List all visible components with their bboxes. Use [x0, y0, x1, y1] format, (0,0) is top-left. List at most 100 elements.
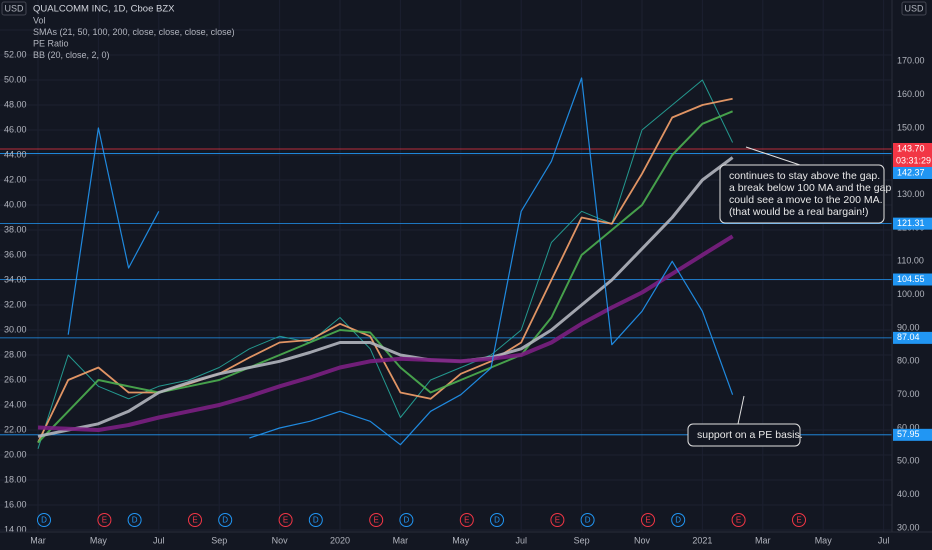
- x-tick-label: Mar: [393, 535, 409, 545]
- annotation-pointer: [737, 395, 745, 425]
- event-marker[interactable]: [490, 513, 504, 527]
- currency-box[interactable]: [901, 1, 927, 16]
- event-marker[interactable]: [459, 513, 474, 527]
- x-tick-label: 2020: [330, 535, 350, 545]
- y2-tick-label: 130.00: [897, 189, 925, 199]
- legend-line: Vol: [33, 15, 46, 25]
- x-tick-label: Jul: [515, 535, 527, 545]
- y-tick-label: 50.00: [4, 74, 27, 84]
- y-tick-label: 52.00: [4, 49, 27, 59]
- y2-tick-label: 110.00: [897, 256, 924, 266]
- event-marker[interactable]: [218, 513, 233, 527]
- event-label: D: [41, 516, 47, 525]
- event-marker[interactable]: [731, 513, 746, 527]
- event-label: E: [645, 516, 650, 525]
- y-tick-label: 18.00: [4, 474, 27, 484]
- price-label-box: [893, 428, 932, 441]
- event-label: E: [102, 516, 107, 525]
- countdown-box: [893, 155, 932, 167]
- price-label-box: [893, 331, 932, 344]
- currency-box[interactable]: [1, 1, 27, 16]
- event-label: E: [464, 516, 469, 525]
- series-line: [67, 77, 734, 446]
- countdown: 03:31:29: [896, 155, 931, 165]
- price-label-box: [893, 143, 932, 155]
- event-label: D: [675, 516, 681, 525]
- annotation-text: support on a PE basis.: [697, 429, 803, 441]
- overlay: Vol SMAs (21, 50, 100, 200, close, close,…: [4, 15, 932, 545]
- legend-line: PE Ratio: [33, 38, 69, 48]
- y2-tick-label: 70.00: [897, 389, 920, 399]
- price-label-box: [893, 217, 932, 230]
- event-marker[interactable]: [550, 513, 565, 527]
- series-line: [37, 156, 734, 438]
- event-marker[interactable]: [792, 513, 806, 527]
- y2-tick-label: 90.00: [897, 322, 920, 332]
- price-label: 87.04: [897, 332, 920, 342]
- y-tick-label: 20.00: [4, 449, 27, 459]
- y-tick-label: 38.00: [4, 224, 27, 234]
- event-marker[interactable]: [188, 513, 202, 527]
- y-tick-label: 44.00: [4, 149, 27, 159]
- event-marker[interactable]: [369, 513, 384, 527]
- event-label: D: [132, 516, 138, 525]
- y2-tick-label: 150.00: [897, 122, 925, 132]
- event-label: E: [283, 516, 288, 525]
- event-label: E: [555, 516, 560, 525]
- event-marker[interactable]: [671, 513, 686, 527]
- y-tick-label: 30.00: [4, 324, 27, 334]
- series-line: [37, 79, 734, 449]
- y-tick-label: 46.00: [4, 124, 27, 134]
- y-tick-label: 40.00: [4, 199, 27, 209]
- price-label: 104.55: [897, 274, 925, 284]
- annotation-box: [687, 423, 801, 447]
- annotation: continues to stay above the gap.a break …: [719, 146, 891, 224]
- event-label: E: [796, 516, 801, 525]
- annotation-text: continues to stay above the gap.: [729, 170, 880, 182]
- x-tick-label: Jul: [878, 535, 890, 545]
- legend-line: SMAs (21, 50, 100, 200, close, close, cl…: [33, 27, 235, 37]
- y2-tick-label: 30.00: [897, 522, 920, 532]
- y2-tick-label: 60.00: [897, 422, 920, 432]
- y-tick-label: 14.00: [4, 524, 27, 534]
- price-label: 121.31: [897, 218, 925, 228]
- y2-tick-label: 50.00: [897, 456, 920, 466]
- annotation-text: (that would be a real bargain!): [729, 206, 869, 218]
- y-tick-label: 22.00: [4, 424, 27, 434]
- x-tick-label: May: [452, 535, 470, 545]
- annotation-box: [719, 164, 885, 224]
- x-tick-label: Mar: [755, 535, 771, 545]
- currency[interactable]: USD: [904, 3, 924, 13]
- price-label: 143.70: [897, 143, 925, 153]
- series-line: [37, 97, 733, 443]
- event-label: E: [736, 516, 741, 525]
- price-label: 142.37: [897, 167, 925, 177]
- event-marker[interactable]: [97, 513, 112, 527]
- event-label: D: [585, 516, 591, 525]
- price-label-box: [893, 273, 932, 286]
- price-label: 57.95: [897, 429, 920, 439]
- annotation-pointer: [745, 146, 801, 166]
- event-marker[interactable]: [278, 513, 293, 527]
- currency[interactable]: USD: [4, 3, 24, 13]
- event-marker[interactable]: [399, 513, 414, 527]
- event-label: E: [374, 516, 379, 525]
- price-label-box: [893, 167, 932, 179]
- x-tick-label: Jul: [153, 535, 165, 545]
- plot: [0, 77, 892, 449]
- event-marker[interactable]: [641, 513, 655, 527]
- y2-tick-label: 40.00: [897, 489, 920, 499]
- event-marker[interactable]: [580, 513, 595, 527]
- annotation: support on a PE basis.: [687, 395, 803, 447]
- x-tick-label: Mar: [30, 535, 46, 545]
- y-tick-label: 32.00: [4, 299, 27, 309]
- annotation-text: could see a move to the 200 MA.: [729, 194, 883, 206]
- y-tick-label: 48.00: [4, 99, 27, 109]
- event-marker[interactable]: [37, 513, 51, 527]
- y2-tick-label: 170.00: [897, 56, 925, 66]
- event-marker[interactable]: [308, 513, 323, 527]
- y2-tick-label: 80.00: [897, 356, 920, 366]
- event-marker[interactable]: [127, 513, 142, 527]
